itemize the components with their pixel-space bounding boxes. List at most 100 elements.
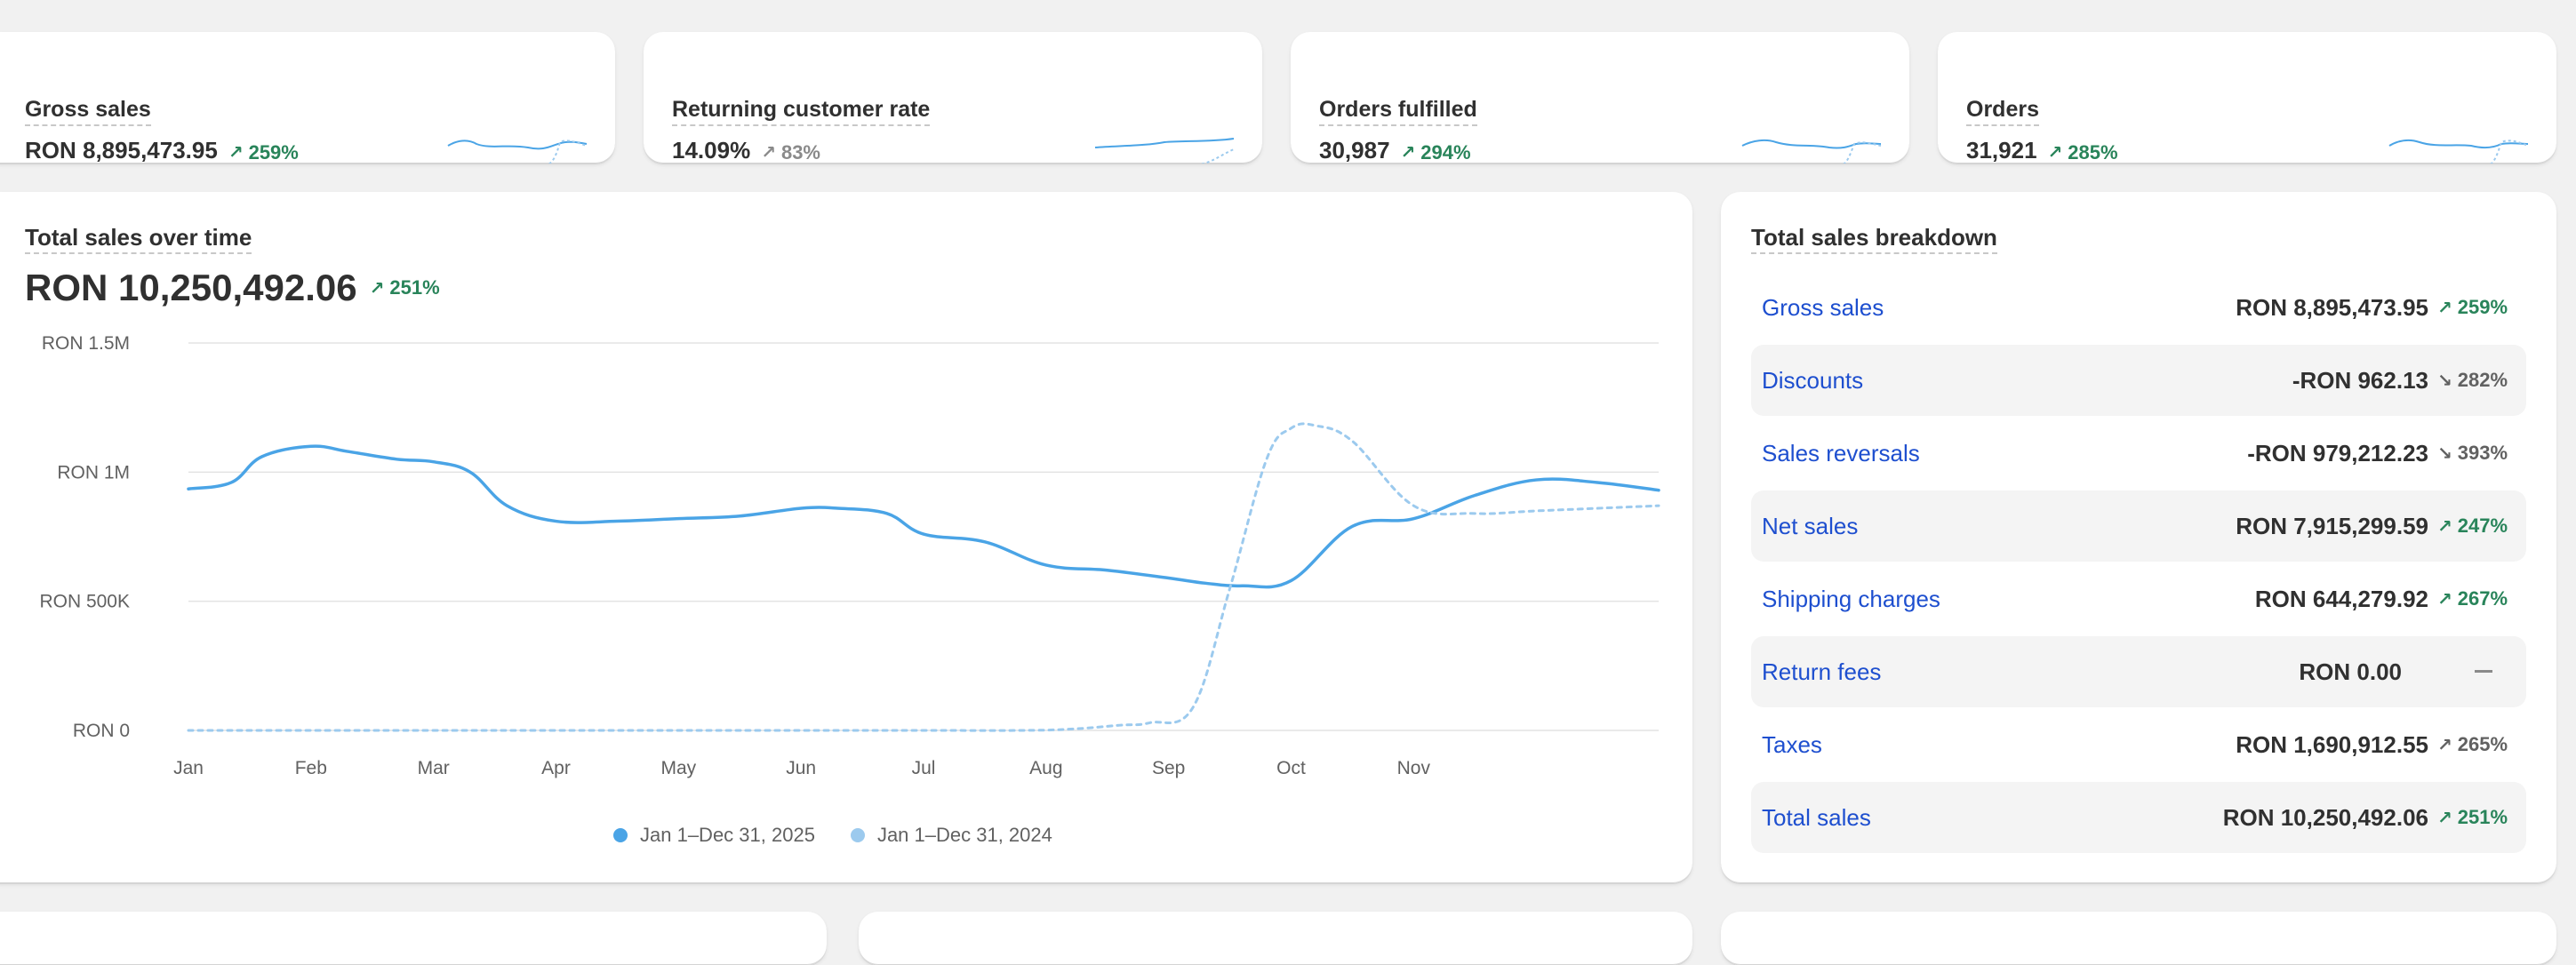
- legend-label-previous: Jan 1–Dec 31, 2024: [876, 824, 1052, 846]
- legend-label-current: Jan 1–Dec 31, 2025: [640, 824, 815, 846]
- bottom-card-2: [859, 912, 1692, 965]
- no-change-icon: [2475, 670, 2492, 673]
- bottom-card-1: [0, 912, 827, 965]
- breakdown-title[interactable]: Total sales breakdown: [1751, 224, 1997, 254]
- legend-item-current[interactable]: Jan 1–Dec 31, 2025: [613, 824, 815, 847]
- breakdown-row-value: -RON 962.13: [2292, 366, 2428, 394]
- x-tick-label: Jun: [786, 758, 816, 778]
- breakdown-row: Net sales RON 7,915,299.59 ↗ 247%: [1751, 490, 2526, 562]
- arrow-up-icon: ↗: [2047, 143, 2063, 163]
- x-tick-label: May: [660, 758, 696, 778]
- y-tick-label: RON 1.5M: [42, 333, 130, 354]
- breakdown-row-delta-value: 247%: [2457, 514, 2508, 537]
- chart-legend: Jan 1–Dec 31, 2025 Jan 1–Dec 31, 2024: [613, 824, 1088, 847]
- kpi-card-gross-sales[interactable]: Gross sales RON 8,895,473.95 ↗ 259%: [0, 32, 615, 163]
- breakdown-row-value: RON 10,250,492.06: [2222, 803, 2428, 831]
- kpi-title[interactable]: Orders fulfilled: [1319, 96, 1477, 126]
- breakdown-row-label[interactable]: Net sales: [1762, 512, 1859, 539]
- breakdown-row-delta: ↗ 259%: [2437, 296, 2508, 319]
- bottom-card-3: [1721, 912, 2556, 965]
- breakdown-row: Gross sales RON 8,895,473.95 ↗ 259%: [1751, 272, 2526, 343]
- breakdown-row-delta-value: 282%: [2457, 369, 2508, 391]
- sales-line-chart[interactable]: RON 0 RON 500K RON 1M RON 1.5M Jan Feb Mar Apr M…: [0, 320, 1671, 791]
- breakdown-row-delta-value: 251%: [2457, 806, 2508, 828]
- sales-chart-total: RON 10,250,492.06: [25, 267, 357, 308]
- x-tick-label: Feb: [295, 758, 327, 778]
- arrow-down-icon: ↘: [2437, 443, 2452, 464]
- kpi-delta: ↗ 285%: [2048, 141, 2118, 164]
- arrow-down-icon: ↘: [2437, 371, 2452, 391]
- sparkline-returning-customer-rate: [1094, 138, 1235, 163]
- kpi-title[interactable]: Gross sales: [25, 96, 151, 126]
- arrow-up-icon: ↗: [2437, 516, 2452, 537]
- sales-chart-total-row: RON 10,250,492.06 ↗ 251%: [25, 267, 440, 309]
- x-tick-label: Nov: [1397, 758, 1431, 778]
- legend-dot-previous: [850, 828, 865, 842]
- breakdown-row-label[interactable]: Total sales: [1762, 803, 1871, 831]
- breakdown-row-delta-value: 267%: [2457, 587, 2508, 610]
- series-line-current[interactable]: [187, 444, 1660, 589]
- kpi-value: 31,921: [1966, 137, 2037, 163]
- y-tick-label: RON 1M: [57, 462, 130, 482]
- arrow-up-icon: ↗: [2437, 589, 2452, 610]
- kpi-title[interactable]: Returning customer rate: [672, 96, 931, 126]
- breakdown-row: Shipping charges RON 644,279.92 ↗ 267%: [1751, 563, 2526, 634]
- breakdown-row: Sales reversals -RON 979,212.23 ↘ 393%: [1751, 418, 2526, 489]
- sales-chart-delta: ↗ 251%: [370, 276, 440, 299]
- x-tick-label: Sep: [1152, 758, 1185, 778]
- kpi-value-row: 31,921 ↗ 285%: [1966, 137, 2118, 163]
- sales-chart-delta-value: 251%: [389, 276, 440, 299]
- legend-dot-current: [613, 828, 628, 842]
- breakdown-row-value: RON 8,895,473.95: [2236, 293, 2428, 321]
- legend-item-previous[interactable]: Jan 1–Dec 31, 2024: [850, 824, 1052, 847]
- breakdown-row-delta: ↗ 267%: [2437, 587, 2508, 610]
- kpi-card-returning-customer-rate[interactable]: Returning customer rate 14.09% ↗ 83%: [644, 32, 1262, 163]
- breakdown-row-label[interactable]: Gross sales: [1762, 293, 1884, 321]
- arrow-up-icon: ↗: [369, 278, 385, 299]
- breakdown-row-label[interactable]: Sales reversals: [1762, 439, 1920, 467]
- kpi-delta-value: 285%: [2068, 140, 2118, 163]
- kpi-title[interactable]: Orders: [1966, 96, 2039, 126]
- x-tick-label: Jul: [912, 758, 936, 778]
- breakdown-row: Taxes RON 1,690,912.55 ↗ 265%: [1751, 709, 2526, 780]
- kpi-delta-value: 294%: [1420, 140, 1471, 163]
- kpi-delta: ↗ 294%: [1401, 141, 1471, 164]
- breakdown-row-label[interactable]: Return fees: [1762, 658, 1882, 685]
- kpi-value-row: RON 8,895,473.95 ↗ 259%: [25, 137, 299, 163]
- breakdown-row-value: RON 644,279.92: [2254, 585, 2428, 612]
- arrow-up-icon: ↗: [2437, 298, 2452, 318]
- kpi-value: 30,987: [1319, 137, 1390, 163]
- arrow-up-icon: ↗: [2437, 735, 2452, 755]
- kpi-value-row: 30,987 ↗ 294%: [1319, 137, 1471, 163]
- sales-chart-title[interactable]: Total sales over time: [25, 224, 252, 254]
- kpi-card-orders[interactable]: Orders 31,921 ↗ 285%: [1938, 32, 2556, 163]
- breakdown-row-delta: ↗ 247%: [2437, 514, 2508, 538]
- sparkline-orders: [2388, 139, 2529, 163]
- arrow-up-icon: ↗: [761, 143, 776, 163]
- x-tick-label: Aug: [1029, 758, 1062, 778]
- breakdown-row-delta: ↗ 265%: [2437, 733, 2508, 756]
- kpi-delta: ↗ 83%: [761, 141, 820, 164]
- breakdown-row-delta-value: 393%: [2457, 442, 2508, 464]
- kpi-card-orders-fulfilled[interactable]: Orders fulfilled 30,987 ↗ 294%: [1291, 32, 1909, 163]
- y-tick-label: RON 500K: [39, 592, 130, 612]
- breakdown-row-delta-value: 265%: [2457, 733, 2508, 755]
- sparkline-orders-fulfilled: [1741, 139, 1882, 163]
- breakdown-row-delta: ↗ 251%: [2437, 806, 2508, 829]
- breakdown-row-label[interactable]: Discounts: [1762, 366, 1864, 394]
- kpi-delta-value: 83%: [780, 140, 820, 163]
- breakdown-row-value: RON 7,915,299.59: [2236, 512, 2428, 539]
- sales-over-time-card: [0, 192, 1692, 883]
- arrow-up-icon: ↗: [228, 143, 244, 163]
- breakdown-row-delta-value: 259%: [2457, 296, 2508, 318]
- breakdown-row-label[interactable]: Shipping charges: [1762, 585, 1940, 612]
- series-line-previous[interactable]: [187, 422, 1660, 732]
- x-tick-label: Mar: [418, 758, 450, 778]
- breakdown-row-value: -RON 979,212.23: [2247, 439, 2428, 467]
- breakdown-row-label[interactable]: Taxes: [1762, 730, 1822, 758]
- kpi-delta: ↗ 259%: [228, 141, 299, 164]
- breakdown-row: Total sales RON 10,250,492.06 ↗ 251%: [1751, 782, 2526, 853]
- breakdown-row: Discounts -RON 962.13 ↘ 282%: [1751, 345, 2526, 416]
- breakdown-row: Return fees RON 0.00: [1751, 636, 2526, 707]
- kpi-value: 14.09%: [672, 137, 751, 163]
